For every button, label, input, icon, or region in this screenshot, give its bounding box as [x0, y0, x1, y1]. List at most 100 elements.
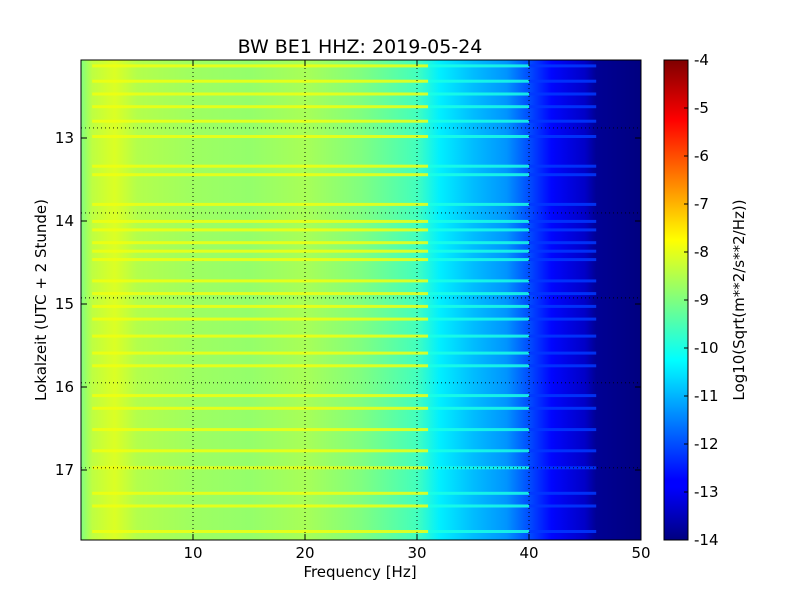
time-line-band [428, 202, 529, 206]
time-line-band [92, 92, 429, 96]
time-line-band [529, 428, 597, 432]
time-line-band [92, 119, 429, 123]
time-line-band [529, 164, 597, 168]
time-line-band [92, 173, 429, 177]
colorbar-tick-label: -13 [694, 483, 719, 501]
plot-area [80, 59, 642, 541]
colorbar-tick-label: -8 [694, 243, 709, 261]
time-lines [92, 64, 597, 533]
time-line-band [92, 504, 429, 508]
time-line-band [529, 64, 597, 68]
y-tick: 13 [55, 129, 641, 147]
colorbar-tick-label: -4 [694, 51, 709, 69]
time-line-band [529, 241, 597, 245]
time-line-band [428, 364, 529, 368]
x-axis: 10 20 30 40 50 Frequency [Hz] [183, 60, 651, 581]
time-line-band [92, 202, 429, 206]
time-line-band [428, 351, 529, 355]
time-line-band [92, 351, 429, 355]
time-line-band [529, 292, 597, 296]
colorbar-tick: -5 [684, 99, 709, 117]
colorbar-label: Log10(Sqrt(m**2/s**2/Hz)) [730, 199, 748, 400]
time-line-band [428, 105, 529, 109]
time-line-band [529, 530, 597, 533]
colorbar-tick-label: -11 [694, 387, 719, 405]
time-line-band [529, 219, 597, 223]
x-tick-label: 50 [631, 544, 650, 562]
time-line-band [428, 304, 529, 308]
time-line-band [92, 334, 429, 338]
time-line-band [92, 219, 429, 223]
time-line-band [529, 334, 597, 338]
time-line-band [92, 105, 429, 109]
time-line-band [529, 135, 597, 138]
colorbar-tick-label: -10 [694, 339, 719, 357]
time-line-band [92, 258, 429, 262]
time-line-band [428, 219, 529, 223]
time-line-band [92, 164, 429, 168]
colorbar-tick: -7 [684, 195, 709, 213]
colorbar-ticks: -4 -5 -6 -7 -8 -9 -10 -11 -12 -13 -14 [684, 51, 719, 549]
time-line-band [92, 249, 429, 253]
colorbar-tick-label: -12 [694, 435, 719, 453]
spectrogram-image [81, 60, 641, 540]
y-tick: 17 [55, 461, 641, 479]
x-tick: 50 [631, 544, 650, 562]
time-line-band [428, 530, 529, 533]
colorbar-tick: -11 [684, 387, 719, 405]
colorbar: -4 -5 -6 -7 -8 -9 -10 -11 -12 -13 -14 Lo… [663, 51, 748, 549]
time-line-band [92, 64, 429, 68]
colorbar-tick: -9 [684, 291, 709, 309]
colorbar-tick-label: -6 [694, 147, 709, 165]
time-line-band [529, 317, 597, 321]
time-line-band [529, 202, 597, 206]
x-tick-label: 40 [519, 544, 538, 562]
time-line-band [428, 119, 529, 123]
time-line-band [529, 449, 597, 453]
time-line-band [92, 317, 429, 321]
time-line-band [529, 491, 597, 495]
colorbar-tick: -13 [684, 483, 719, 501]
colorbar-tick-label: -5 [694, 99, 709, 117]
time-line-band [92, 279, 429, 283]
x-tick: 30 [407, 60, 427, 562]
colorbar-tick-label: -9 [694, 291, 709, 309]
colorbar-tick: -6 [684, 147, 709, 165]
colorbar-tick: -12 [684, 435, 719, 453]
time-line-band [529, 504, 597, 508]
y-axis: 13 14 15 16 17 Lokalzeit (UTC + 2 Stunde… [32, 129, 641, 479]
colorbar-tick: -14 [684, 531, 719, 549]
time-line-band [428, 249, 529, 253]
time-line-band [92, 228, 429, 232]
y-tick: 16 [55, 378, 641, 396]
y-tick-label: 14 [55, 212, 74, 230]
y-axis-label: Lokalzeit (UTC + 2 Stunde) [32, 199, 50, 401]
y-tick-label: 13 [55, 129, 74, 147]
time-line-band [529, 249, 597, 253]
time-line-band [428, 228, 529, 232]
time-line-band [529, 364, 597, 368]
time-line-band [92, 364, 429, 368]
x-tick: 10 [183, 60, 203, 562]
time-line-band [92, 449, 429, 453]
time-line-band [428, 394, 529, 398]
time-line-band [428, 279, 529, 283]
x-axis-label: Frequency [Hz] [303, 563, 416, 581]
time-line-band [92, 292, 429, 296]
time-line-band [92, 304, 429, 308]
time-line-band [428, 92, 529, 96]
time-line-band [529, 279, 597, 283]
time-line-band [529, 119, 597, 123]
time-line-band [428, 449, 529, 453]
x-tick-label: 10 [183, 544, 202, 562]
x-tick: 40 [519, 60, 539, 562]
y-tick: 14 [55, 212, 641, 230]
colorbar-tick: -4 [684, 51, 709, 69]
time-line-band [529, 79, 597, 83]
time-line-band [428, 334, 529, 338]
time-line-band [529, 173, 597, 177]
time-line-band [428, 317, 529, 321]
time-line-band [428, 241, 529, 245]
time-line-band [92, 394, 429, 398]
y-tick: 15 [55, 295, 641, 313]
